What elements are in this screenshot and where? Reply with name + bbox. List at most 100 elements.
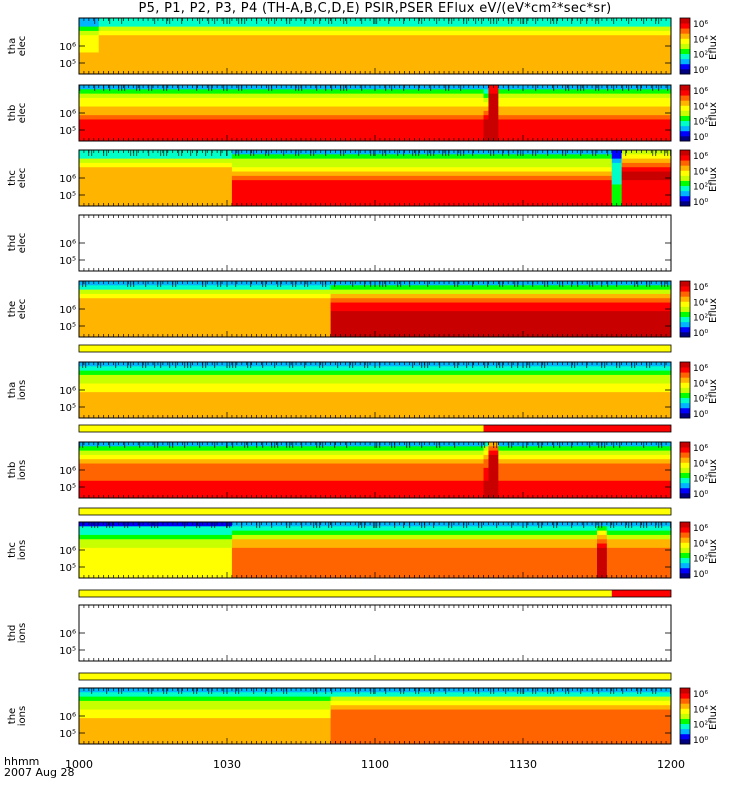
spectrogram-cell xyxy=(79,52,99,58)
colorbar-step xyxy=(680,291,690,297)
noise-mark xyxy=(472,150,474,156)
noise-mark xyxy=(370,688,372,694)
spectrogram-cell xyxy=(79,489,671,495)
noise-mark xyxy=(295,150,297,156)
noise-mark xyxy=(412,150,414,156)
noise-mark xyxy=(226,442,228,448)
noise-mark xyxy=(319,362,321,368)
noise-mark xyxy=(472,281,474,287)
spectrogram-cell xyxy=(79,387,671,393)
noise-mark xyxy=(421,18,423,24)
spectrogram-cell xyxy=(79,43,99,49)
status-segment xyxy=(611,590,671,597)
noise-mark xyxy=(205,281,207,287)
spectrogram-cell xyxy=(488,450,499,456)
noise-mark xyxy=(484,442,486,448)
noise-mark xyxy=(331,688,333,694)
colorbar-step xyxy=(680,316,690,323)
noise-mark xyxy=(619,362,621,368)
noise-mark xyxy=(580,150,582,156)
noise-mark xyxy=(316,688,318,694)
spectrogram-cell xyxy=(79,48,99,53)
noise-mark xyxy=(481,18,483,24)
noise-mark xyxy=(502,362,504,368)
spectrogram-cell xyxy=(330,731,671,736)
spectrogram-cell xyxy=(621,175,671,181)
spectrogram-cell xyxy=(621,193,671,198)
spectrogram-cell xyxy=(79,476,671,482)
noise-mark xyxy=(508,150,510,156)
spectrogram-cell xyxy=(483,119,489,125)
noise-mark xyxy=(130,281,132,287)
noise-mark xyxy=(496,442,498,448)
spectrogram-cell xyxy=(79,392,671,397)
noise-mark xyxy=(91,522,93,528)
colorbar-step xyxy=(680,170,690,176)
noise-mark xyxy=(571,18,573,24)
spectrogram-cell xyxy=(621,158,671,164)
status-bar-tha-ions xyxy=(78,344,672,353)
spectrogram-cell xyxy=(79,35,99,40)
spectrogram-cell xyxy=(330,293,671,299)
colorbar-step xyxy=(680,326,690,333)
colorbar-tick-label: 10² xyxy=(693,395,708,405)
spectrogram-cell xyxy=(79,379,671,384)
noise-mark xyxy=(319,18,321,24)
noise-mark xyxy=(661,442,663,448)
colorbar-step xyxy=(680,286,690,292)
status-frame xyxy=(78,507,672,516)
noise-mark xyxy=(466,362,468,368)
noise-mark xyxy=(319,522,321,528)
x-tick-label: 1000 xyxy=(65,758,93,771)
noise-mark xyxy=(364,362,366,368)
colorbar-frame xyxy=(679,687,691,745)
noise-mark xyxy=(268,85,270,91)
colorbar-step xyxy=(680,567,690,574)
spectrogram-cell xyxy=(231,526,671,532)
noise-mark xyxy=(430,85,432,91)
noise-mark xyxy=(550,18,552,24)
colorbar-step xyxy=(680,703,690,709)
noise-mark xyxy=(550,688,552,694)
noise-mark xyxy=(586,362,588,368)
noise-mark xyxy=(334,442,336,448)
spectrogram-cell xyxy=(330,298,671,303)
noise-mark xyxy=(586,18,588,24)
noise-mark xyxy=(229,362,231,368)
noise-mark xyxy=(292,362,294,368)
status-segment xyxy=(483,425,671,432)
noise-mark xyxy=(637,85,639,91)
x-tick-label: 1030 xyxy=(213,758,241,771)
spectrogram-cell xyxy=(79,97,671,103)
colorbar-step xyxy=(680,18,690,24)
colorbar-step xyxy=(680,482,690,489)
noise-mark xyxy=(154,362,156,368)
spectrogram-cell xyxy=(621,154,671,160)
noise-mark xyxy=(112,522,114,528)
noise-mark xyxy=(79,442,81,448)
noise-mark xyxy=(598,522,600,528)
colorbar-tick-label: 10⁴ xyxy=(693,102,708,112)
y-tick-label: 10⁶ xyxy=(59,42,76,53)
noise-mark xyxy=(421,442,423,448)
panel-thd-ions: 10⁶ 10⁵ thd ions xyxy=(7,604,672,662)
spectrogram-cell xyxy=(330,726,671,732)
noise-mark xyxy=(652,150,654,156)
spectrogram-cell xyxy=(231,197,612,203)
colorbar-tick-label: 10⁶ xyxy=(693,283,708,293)
noise-mark xyxy=(598,18,600,24)
noise-mark xyxy=(223,18,225,24)
spectrogram-cell xyxy=(231,171,612,177)
noise-mark xyxy=(229,18,231,24)
noise-mark xyxy=(277,442,279,448)
spectrogram-cell xyxy=(330,705,671,710)
colorbar-step xyxy=(680,110,690,116)
colorbar-tick-label: 10⁴ xyxy=(693,459,708,469)
spectrogram-cell xyxy=(483,93,489,99)
spectrogram-cell xyxy=(79,446,671,452)
colorbar-step xyxy=(680,190,690,197)
noise-mark xyxy=(151,688,153,694)
spectrogram-cell xyxy=(488,472,499,477)
